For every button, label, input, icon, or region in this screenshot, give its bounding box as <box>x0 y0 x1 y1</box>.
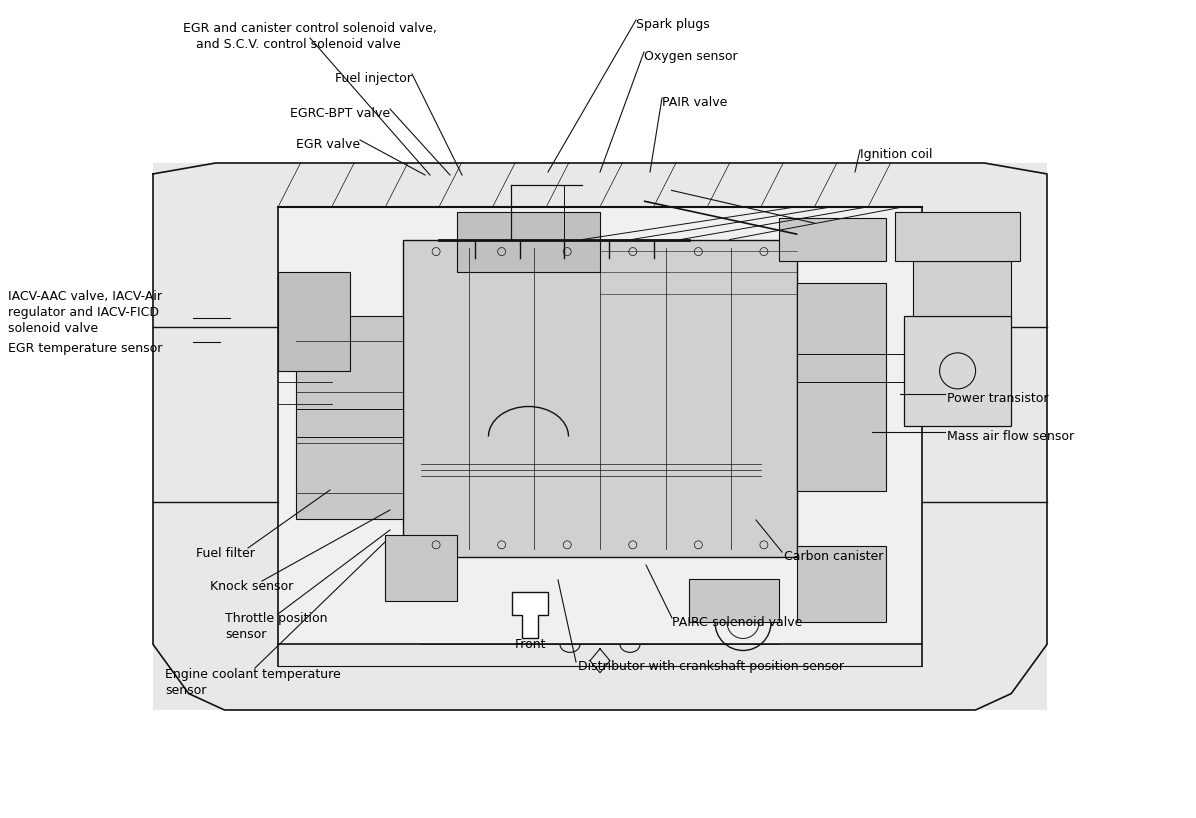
Text: Front: Front <box>514 638 545 651</box>
Text: solenoid valve: solenoid valve <box>8 322 98 335</box>
Bar <box>779 218 886 262</box>
Bar <box>797 283 886 491</box>
FancyBboxPatch shape <box>153 163 1046 710</box>
Text: Fuel filter: Fuel filter <box>196 547 255 560</box>
Bar <box>297 317 403 519</box>
Text: Engine coolant temperature: Engine coolant temperature <box>165 668 341 681</box>
Text: Oxygen sensor: Oxygen sensor <box>643 50 738 63</box>
Text: Distributor with crankshaft position sensor: Distributor with crankshaft position sen… <box>578 660 844 673</box>
Bar <box>904 317 1012 425</box>
Text: EGRC-BPT valve: EGRC-BPT valve <box>289 107 390 120</box>
Text: and S.C.V. control solenoid valve: and S.C.V. control solenoid valve <box>196 38 401 51</box>
Text: PAIRC-solenoid valve: PAIRC-solenoid valve <box>672 616 803 629</box>
Text: IACV-AAC valve, IACV-Air: IACV-AAC valve, IACV-Air <box>8 290 161 303</box>
Text: regulator and IACV-FICD: regulator and IACV-FICD <box>8 306 159 319</box>
Bar <box>689 578 779 622</box>
Text: Carbon canister: Carbon canister <box>785 550 884 563</box>
Text: Mass air flow sensor: Mass air flow sensor <box>947 430 1074 443</box>
Text: EGR and canister control solenoid valve,: EGR and canister control solenoid valve, <box>183 22 437 35</box>
Text: sensor: sensor <box>165 684 207 697</box>
Bar <box>797 546 886 622</box>
Bar <box>895 212 1020 262</box>
Text: Spark plugs: Spark plugs <box>636 18 709 31</box>
Text: Power transistor: Power transistor <box>947 392 1049 405</box>
Bar <box>457 212 600 272</box>
Bar <box>279 207 922 645</box>
Text: Ignition coil: Ignition coil <box>860 148 933 161</box>
Bar <box>913 262 1012 317</box>
Bar <box>385 535 457 600</box>
Bar <box>403 240 797 557</box>
Bar <box>279 272 349 371</box>
Text: EGR temperature sensor: EGR temperature sensor <box>8 342 163 355</box>
Text: sensor: sensor <box>225 628 267 641</box>
Text: Throttle position: Throttle position <box>225 612 328 625</box>
Polygon shape <box>512 592 548 638</box>
Text: Fuel injector: Fuel injector <box>335 72 411 85</box>
Text: PAIR valve: PAIR valve <box>663 96 727 109</box>
Text: EGR valve: EGR valve <box>295 138 360 151</box>
Text: Knock sensor: Knock sensor <box>210 580 293 593</box>
